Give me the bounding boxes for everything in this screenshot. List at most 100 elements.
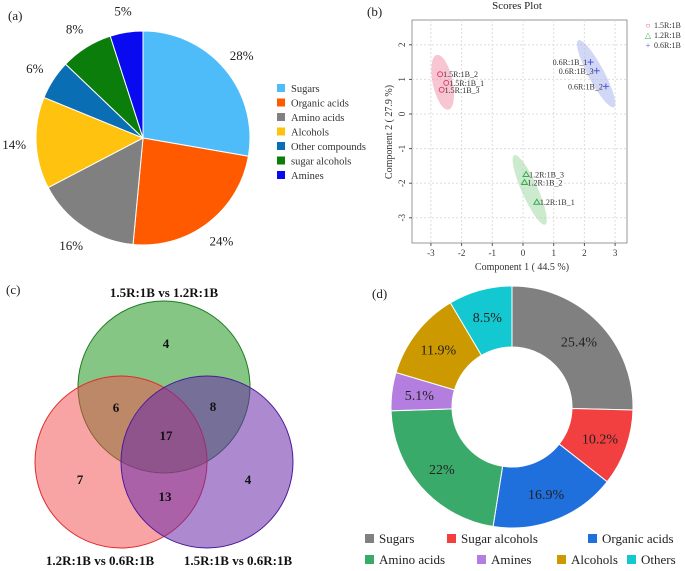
pie-slice-alcohols [35, 96, 145, 189]
scatter-point [443, 79, 450, 86]
panel-d-donut-chart: (d) 25.4% 10.2% 16.9% 22% 5.1% 11.9% 8.5% Suga… [365, 285, 676, 567]
scatter-point [532, 198, 541, 205]
legend-label: 0.6R:1B [654, 41, 681, 50]
donut-slice-organic-acids [492, 443, 608, 529]
venn-label-right: 1.5R:1B vs 0.6R:1B [184, 553, 293, 568]
pie-data-label: 8% [66, 22, 84, 37]
donut-data-label: 25.4% [561, 336, 598, 351]
panel-d-legend: Sugars Sugar alcohols Organic acids Amino a… [365, 531, 676, 567]
panel-d-label: (d) [372, 286, 387, 301]
panel-b-scores-plot: (b) Scores Plot -3 -2 -1 0 1 2 3 -3 -2 -1 0 1 2 1.5R:… [367, 0, 681, 273]
point-label: 1.2R:1B_3 [529, 171, 564, 180]
scores-plot-title: Scores Plot [492, 0, 542, 12]
venn-count-right-only: 4 [245, 472, 252, 487]
legend-label: Other compounds [291, 142, 366, 153]
x-tick-label: 3 [613, 248, 618, 258]
legend-label: sugar alcohols [291, 157, 351, 168]
legend-swatch [477, 555, 486, 564]
point-label: 1.5R:1B_1 [449, 79, 484, 88]
plot-area [411, 19, 628, 244]
venn-label-left: 1.2R:1B vs 0.6R:1B [46, 553, 155, 568]
legend-swatch [277, 171, 285, 179]
x-axis-label: Component 1 ( 44.5 %) [475, 262, 569, 273]
donut-data-label: 22% [429, 463, 455, 478]
pie-data-label: 14% [2, 137, 26, 152]
panel-c-label: (c) [6, 282, 20, 297]
scatter-point [437, 71, 444, 78]
legend-swatch [277, 127, 285, 136]
legend-swatch [365, 555, 374, 564]
donut-slice-amino-acids [390, 408, 504, 528]
point-label: 0.6R:1B_3 [559, 67, 594, 76]
scatter-point [602, 83, 609, 90]
legend-swatch [365, 534, 374, 543]
pie-slice-organic-acids [132, 137, 250, 246]
venn-count-top-left: 6 [113, 400, 120, 415]
y-axis-label: Component 2 ( 27.9 %) [384, 85, 395, 179]
scatter-point [520, 178, 529, 186]
scatter-point [587, 59, 594, 66]
panel-c-venn-diagram: (c) 1.5R:1B vs 1.2R:1B 1.2R:1B vs 0.6R:1… [6, 282, 294, 568]
legend-marker: ○ [646, 21, 651, 30]
legend-label: Sugars [379, 531, 414, 546]
legend-label: Alcohols [291, 128, 329, 139]
point-label: 1.2R:1B_2 [528, 179, 563, 188]
legend-marker: + [646, 41, 651, 50]
legend-label: Amino acids [379, 552, 445, 567]
y-tick-label: 1 [397, 77, 407, 82]
venn-set-right [120, 375, 294, 549]
y-tick-label: 2 [397, 43, 407, 48]
pie-data-label: 28% [230, 48, 254, 63]
x-tick-label: 1 [551, 248, 556, 258]
legend-label: Organic acids [602, 531, 674, 546]
legend-label: 1.2R:1B [654, 31, 681, 40]
point-label: 1.5R:1B_3 [445, 86, 480, 95]
donut-slice-others [449, 285, 513, 357]
panel-a-label: (a) [8, 8, 22, 23]
panel-a-pie-chart: (a) 28% 24% 16% 14% 6% 8% 5% Sugars Organic aci… [2, 4, 366, 254]
y-tick-label: 0 [397, 111, 407, 116]
venn-count-left-only: 7 [77, 472, 84, 487]
donut-data-label: 10.2% [582, 433, 619, 448]
pie-slice-amines [109, 30, 144, 139]
donut-data-label: 5.1% [405, 389, 435, 404]
confidence-ellipse [431, 54, 455, 110]
point-label: 1.2R:1B_1 [540, 198, 575, 207]
legend-label: Sugars [291, 84, 320, 95]
pie-data-label: 16% [59, 238, 83, 253]
legend-swatch [277, 156, 285, 165]
legend-label: Sugar alcohols [461, 531, 538, 546]
pie-data-label: 5% [114, 4, 132, 19]
scatter-point [593, 67, 600, 74]
y-tick-label: -1 [397, 145, 407, 153]
confidence-ellipse [512, 155, 547, 225]
x-tick-label: -2 [458, 248, 466, 258]
legend-label: 1.5R:1B [654, 21, 681, 30]
scatter-point [438, 86, 445, 93]
pie-slice-amino-acids [47, 137, 144, 246]
point-label: 1.5R:1B_2 [443, 70, 478, 79]
legend-swatch [447, 534, 456, 543]
venn-count-top-right: 8 [210, 399, 217, 414]
x-tick-label: 0 [521, 248, 526, 258]
legend-label: Amines [491, 552, 531, 567]
legend-label: Organic acids [291, 99, 349, 110]
venn-count-top-only: 4 [163, 336, 170, 351]
panel-b-label: (b) [367, 4, 382, 19]
pie-data-label: 24% [209, 233, 233, 248]
legend-swatch [277, 142, 285, 150]
legend-swatch [277, 113, 285, 121]
legend-swatch [277, 98, 285, 107]
venn-count-left-right: 13 [159, 489, 173, 504]
legend-label: Amines [291, 171, 324, 182]
x-tick-label: -1 [489, 248, 497, 258]
legend-swatch [557, 555, 566, 564]
point-label: 0.6R:1B_1 [553, 58, 588, 67]
donut-data-label: 16.9% [528, 488, 565, 503]
legend-label: Alcohols [571, 552, 618, 567]
panel-a-legend: Sugars Organic acids Amino acids Alcohols Ot… [277, 84, 366, 182]
x-tick-label: -3 [427, 248, 435, 258]
legend-marker: △ [645, 31, 652, 40]
legend-swatch [588, 534, 597, 543]
